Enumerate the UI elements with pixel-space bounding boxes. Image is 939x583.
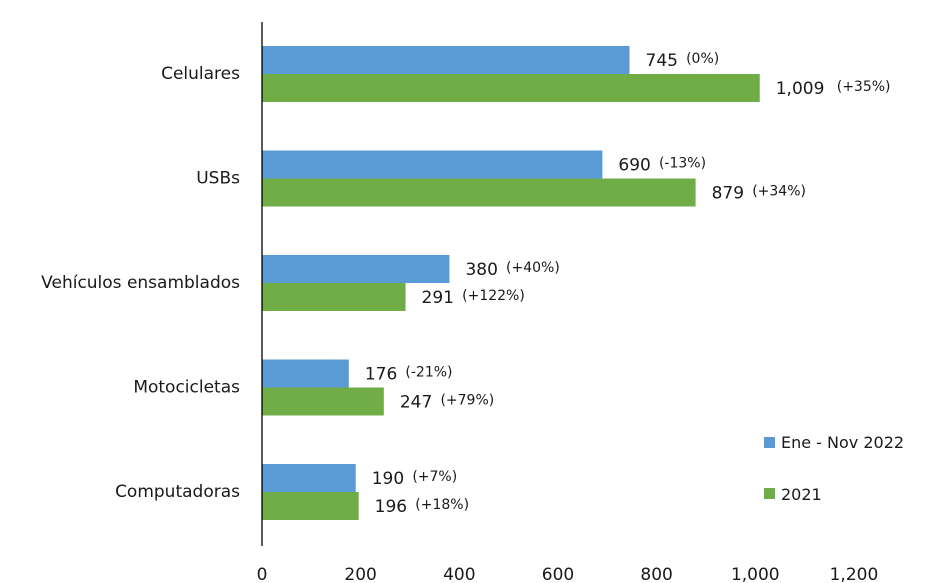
change-label-usbs-ene-nov-2022: (-13%) (659, 156, 706, 172)
bar-celulares-ene-nov-2022 (262, 46, 630, 74)
bar-computadoras-ene-nov-2022 (262, 464, 356, 492)
value-label-motocicletas-2021: 247 (400, 393, 432, 413)
category-label-motocicletas: Motocicletas (133, 378, 240, 398)
legend: Ene - Nov 2022 2021 (764, 433, 904, 504)
x-tick-label-400: 400 (443, 565, 475, 583)
value-label-computadoras-2021: 196 (375, 497, 407, 517)
change-label-celulares-2021: (+35%) (837, 79, 891, 95)
bar-celulares-2021 (262, 74, 760, 102)
bar-usbs-2021 (262, 178, 696, 207)
change-label-celulares-ene-nov-2022: (0%) (686, 51, 719, 67)
change-label-computadoras-2021: (+18%) (415, 497, 469, 513)
x-axis-tick-labels: 0 200 400 600 800 1,000 1,200 (257, 565, 879, 583)
change-label-motocicletas-ene-nov-2022: (-21%) (405, 365, 452, 381)
bar-vehiculos-ensamblados-ene-nov-2022 (262, 255, 450, 283)
category-label-computadoras: Computadoras (115, 482, 240, 502)
value-label-celulares-ene-nov-2022: 745 (646, 51, 678, 71)
legend-label-ene-nov-2022: Ene - Nov 2022 (781, 433, 904, 452)
bar-vehiculos-ensamblados-2021 (262, 283, 406, 311)
x-tick-label-0: 0 (257, 565, 268, 583)
x-tick-label-200: 200 (344, 565, 376, 583)
bar-usbs-ene-nov-2022 (262, 150, 603, 179)
value-label-celulares-2021: 1,009 (776, 79, 825, 99)
bars-group: 745 (0%) 1,009 (+35%) 690 (-13%) 879 (+34%) 380 (… (262, 46, 891, 520)
change-label-computadoras-ene-nov-2022: (+7%) (412, 469, 457, 485)
change-label-motocicletas-2021: (+79%) (440, 393, 494, 409)
value-label-usbs-ene-nov-2022: 690 (618, 156, 650, 176)
value-label-usbs-2021: 879 (712, 184, 744, 204)
legend-label-2021: 2021 (781, 485, 822, 504)
value-label-vehiculos-ensamblados-2021: 291 (422, 288, 454, 308)
legend-swatch-ene-nov-2022 (764, 437, 775, 448)
bar-motocicletas-2021 (262, 387, 384, 416)
value-label-motocicletas-ene-nov-2022: 176 (365, 365, 397, 385)
change-label-vehiculos-ensamblados-ene-nov-2022: (+40%) (506, 260, 560, 276)
category-labels: Celulares USBs Vehículos ensamblados Motoci… (41, 64, 240, 502)
change-label-usbs-2021: (+34%) (752, 184, 806, 200)
change-label-vehiculos-ensamblados-2021: (+122%) (462, 288, 525, 304)
x-tick-label-1-200: 1,200 (830, 565, 879, 583)
category-label-vehiculos-ensamblados: Vehículos ensamblados (41, 273, 240, 293)
bar-motocicletas-ene-nov-2022 (262, 359, 349, 388)
legend-swatch-2021 (764, 488, 775, 499)
x-tick-label-600: 600 (542, 565, 574, 583)
category-label-usbs: USBs (196, 169, 240, 189)
x-tick-label-800: 800 (640, 565, 672, 583)
x-tick-label-1-000: 1,000 (731, 565, 780, 583)
value-label-computadoras-ene-nov-2022: 190 (372, 469, 404, 489)
value-label-vehiculos-ensamblados-ene-nov-2022: 380 (465, 260, 497, 280)
category-label-celulares: Celulares (161, 64, 240, 84)
bar-computadoras-2021 (262, 492, 359, 520)
